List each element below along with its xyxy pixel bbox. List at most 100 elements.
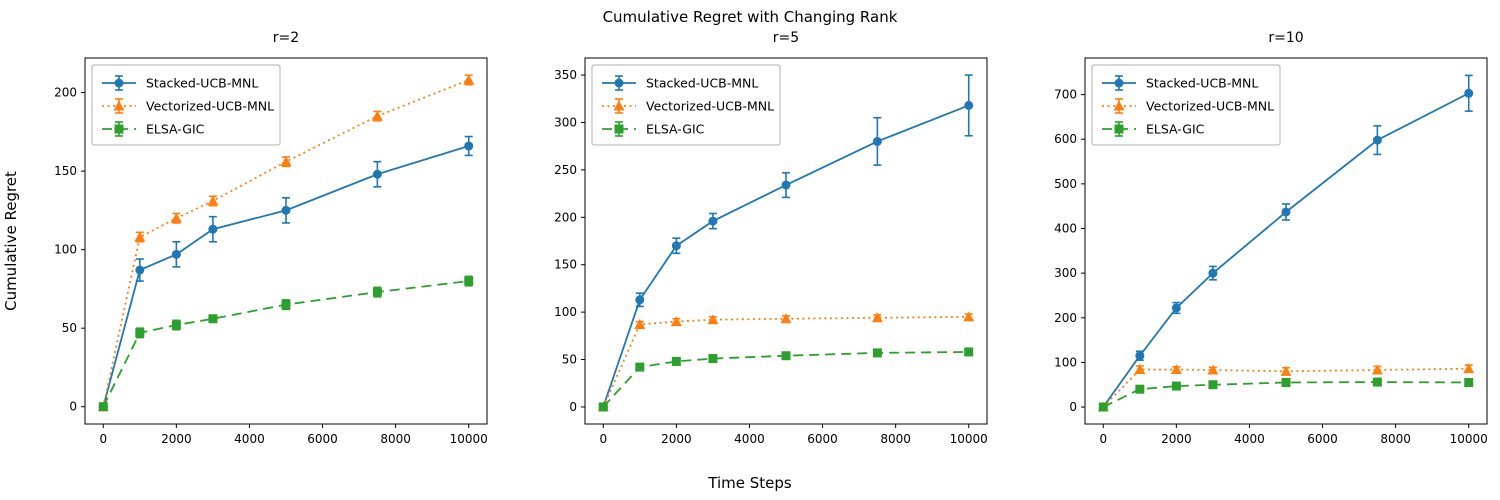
square-marker [464,276,474,286]
x-tick-label: 10000 [1450,432,1488,446]
subplot-r5-canvas: 0 2000 4000 6000 8000 10000 0 50 100 150 200 250 300… [554,57,988,446]
circle-marker [635,295,645,305]
y-tick-label: 600 [1054,132,1077,146]
legend-item-stacked-ucb-mnl: Stacked-UCB-MNL [602,75,758,91]
circle-marker [208,224,218,234]
square-marker [114,124,124,134]
triangle-marker [780,313,792,324]
triangle-marker [170,212,182,223]
series-vectorized-ucb-mnl [597,311,975,412]
series-stacked-ucb-mnl [1098,74,1474,412]
triangle-marker [1371,364,1383,375]
circle-marker [781,180,791,190]
y-axis-label: Cumulative Regret [2,171,20,311]
legend-item-elsa-gic: ELSA-GIC [602,121,705,137]
triangle-marker [1134,364,1146,375]
y-tick-label: 100 [1054,355,1077,369]
x-tick-label: 4000 [734,432,765,446]
triangle-marker [113,100,125,111]
square-marker [1372,377,1382,387]
plots-row: r=2 0 2000 4000 6000 8000 10000 0 50 100 150 200 St… [0,30,1500,472]
subplot-r2-canvas: 0 2000 4000 6000 8000 10000 0 50 100 150 200 Stacke… [2,57,488,446]
x-tick-label: 2000 [661,432,692,446]
square-marker [964,347,974,357]
y-tick-label: 400 [1054,222,1077,236]
y-tick-label: 350 [554,68,577,82]
square-marker [1114,124,1124,134]
legend-item-vectorized-ucb-mnl: Vectorized-UCB-MNL [102,98,274,114]
y-tick-label: 250 [554,163,577,177]
x-tick-label: 4000 [234,432,265,446]
axes: 0 2000 4000 6000 8000 10000 0 100 200 300 400 500 60… [1054,57,1488,446]
triangle-marker [1207,364,1219,375]
square-marker [135,328,145,338]
square-marker [614,124,624,134]
series-elsa-gic [1098,377,1474,412]
subplot-r10-canvas: 0 2000 4000 6000 8000 10000 0 100 200 300 400 500 60… [1054,57,1488,446]
square-marker [171,320,181,330]
legend: Stacked-UCB-MNL Vectorized-UCB-MNL ELSA-GI… [91,64,281,146]
y-tick-label: 200 [554,210,577,224]
circle-marker [1281,207,1291,217]
x-tick-label: 6000 [1307,432,1338,446]
square-marker [208,314,218,324]
y-tick-label: 700 [1054,88,1077,102]
square-marker [635,362,645,372]
y-tick-label: 100 [54,243,77,257]
y-tick-label: 0 [69,400,77,414]
axes: 0 2000 4000 6000 8000 10000 0 50 100 150 200 250 300… [554,57,988,446]
triangle-marker [871,312,883,323]
legend: Stacked-UCB-MNL Vectorized-UCB-MNL ELSA-GI… [591,64,781,146]
y-tick-label: 50 [562,353,577,367]
circle-marker [1114,78,1124,88]
circle-marker [372,169,382,179]
circle-marker [708,216,718,226]
legend-label: Vectorized-UCB-MNL [1146,99,1274,114]
x-tick-label: 8000 [880,432,911,446]
subplot-r2-title: r=2 [272,30,300,46]
x-tick-label: 0 [1099,432,1107,446]
square-marker [1098,402,1108,412]
triangle-marker [371,110,383,121]
x-tick-label: 10000 [450,432,488,446]
x-tick-label: 2000 [1161,432,1192,446]
circle-marker [614,78,624,88]
square-marker [98,402,108,412]
legend-label: Stacked-UCB-MNL [146,76,258,91]
legend-label: Stacked-UCB-MNL [1146,76,1258,91]
y-tick-label: 300 [554,115,577,129]
circle-marker [114,78,124,88]
x-tick-label: 6000 [807,432,838,446]
square-marker [1464,377,1474,387]
circle-marker [1372,135,1382,145]
square-marker [872,348,882,358]
x-tick-label: 8000 [1380,432,1411,446]
triangle-marker [1113,100,1125,111]
subplot-r10: r=10 0 2000 4000 6000 8000 10000 0 100 200 300 400… [1000,30,1500,472]
legend-item-stacked-ucb-mnl: Stacked-UCB-MNL [1102,75,1258,91]
square-marker [781,351,791,361]
series-vectorized-ucb-mnl [97,74,475,412]
y-tick-label: 200 [54,86,77,100]
y-tick-label: 50 [62,321,77,335]
legend-item-vectorized-ucb-mnl: Vectorized-UCB-MNL [1102,98,1274,114]
circle-marker [281,205,291,215]
circle-marker [1171,303,1181,313]
circle-marker [872,136,882,146]
y-tick-label: 150 [554,258,577,272]
circle-marker [171,249,181,259]
legend-item-vectorized-ucb-mnl: Vectorized-UCB-MNL [602,98,774,114]
y-tick-label: 0 [1069,400,1077,414]
triangle-marker [963,311,975,322]
square-marker [372,287,382,297]
subplot-r2: r=2 0 2000 4000 6000 8000 10000 0 50 100 150 200 St… [0,30,500,472]
triangle-marker [613,100,625,111]
triangle-marker [280,156,292,167]
y-tick-label: 0 [569,400,577,414]
subplot-r5: r=5 0 2000 4000 6000 8000 10000 0 50 100 150 200 25… [500,30,1000,472]
legend-label: ELSA-GIC [1146,122,1205,137]
x-tick-label: 10000 [950,432,988,446]
triangle-marker [670,316,682,327]
square-marker [1135,384,1145,394]
